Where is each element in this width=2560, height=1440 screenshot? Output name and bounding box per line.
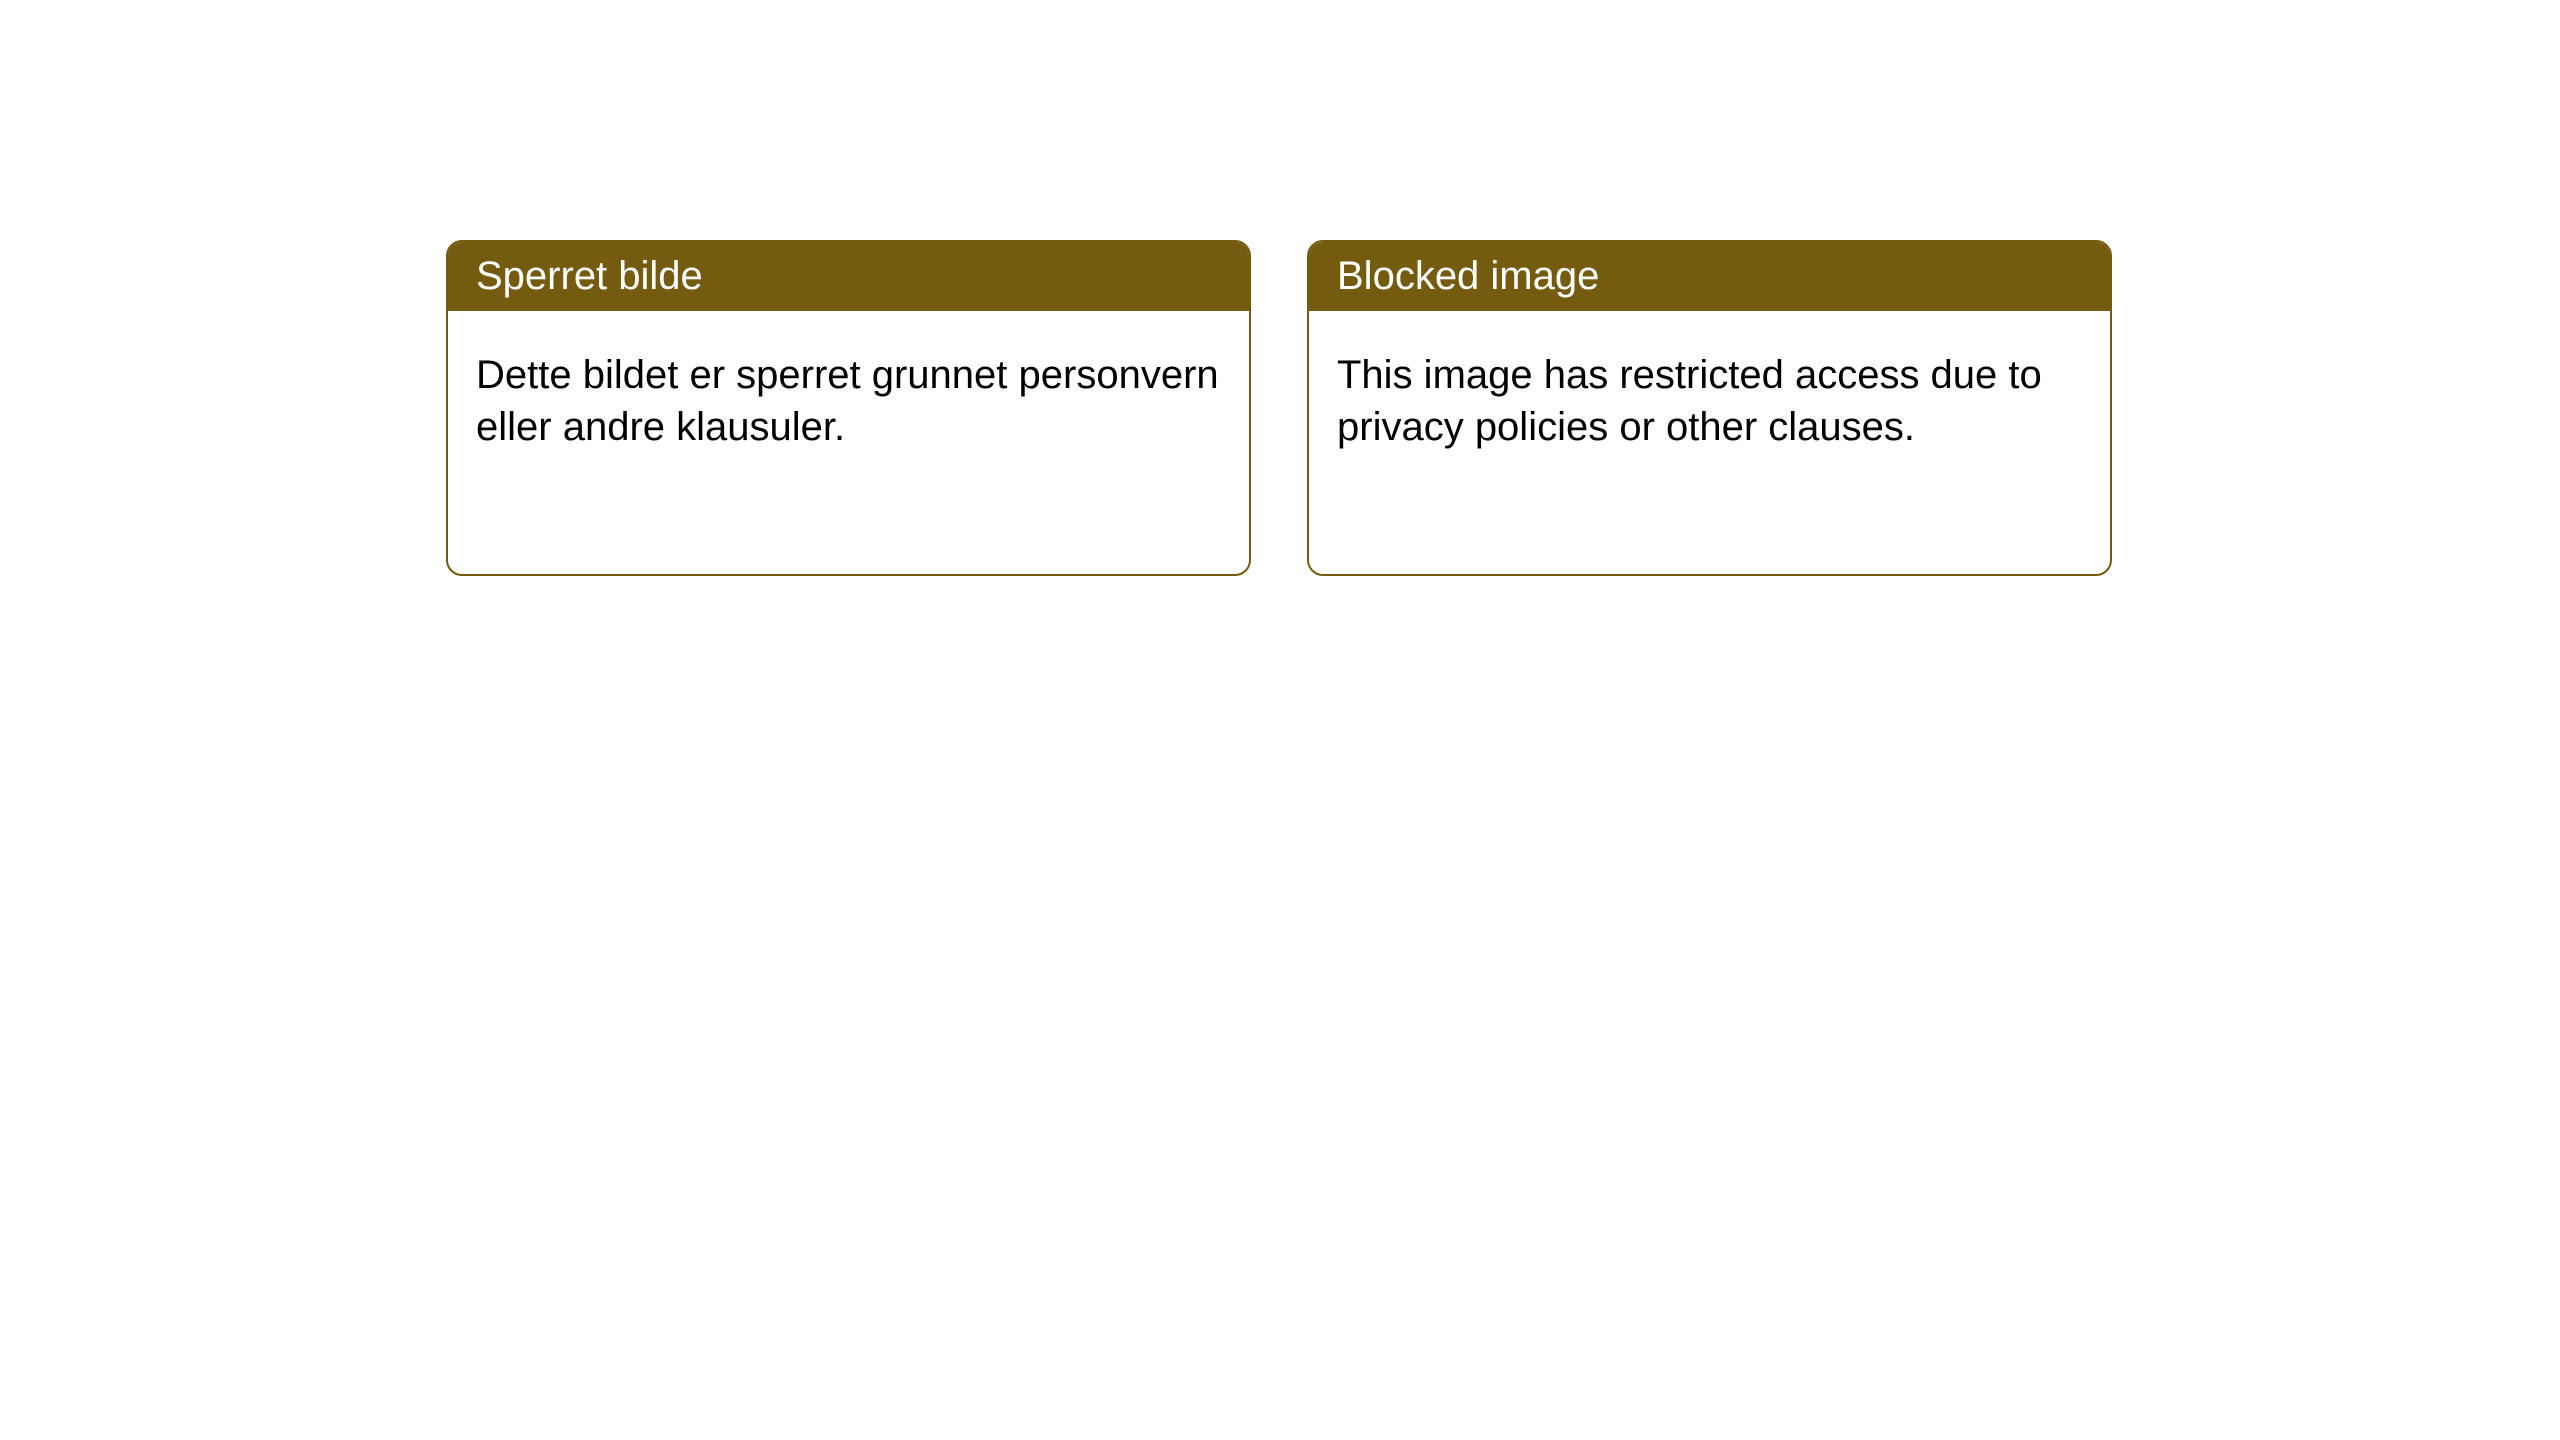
notice-card-title: Sperret bilde xyxy=(448,242,1249,311)
notice-card-english: Blocked image This image has restricted … xyxy=(1307,240,2112,576)
notice-card-body: This image has restricted access due to … xyxy=(1309,311,2110,491)
notice-card-norwegian: Sperret bilde Dette bildet er sperret gr… xyxy=(446,240,1251,576)
notice-card-body: Dette bildet er sperret grunnet personve… xyxy=(448,311,1249,491)
notice-card-title: Blocked image xyxy=(1309,242,2110,311)
blocked-image-notice-container: Sperret bilde Dette bildet er sperret gr… xyxy=(446,240,2112,576)
